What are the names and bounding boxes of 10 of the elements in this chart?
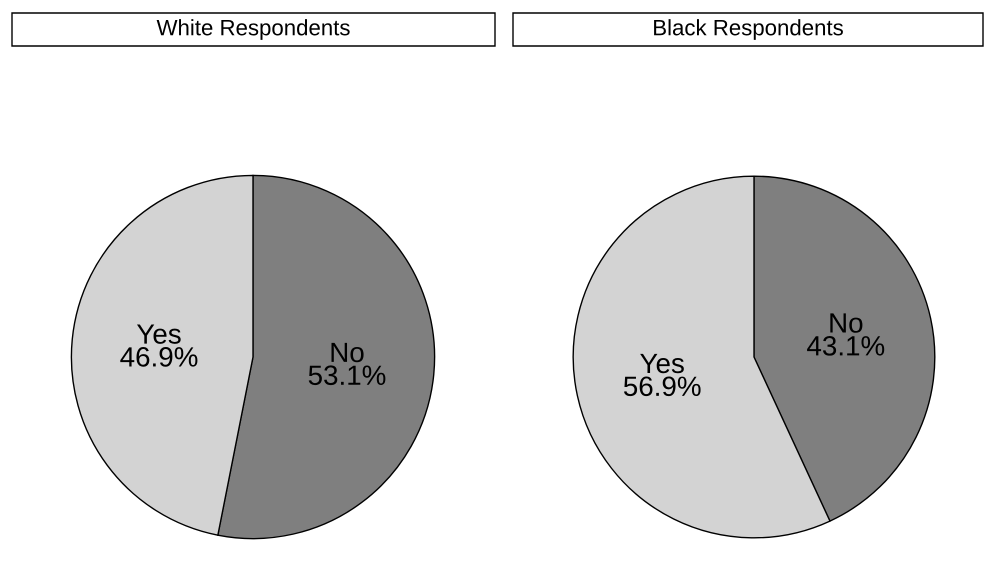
data-label: 43.1% [807, 336, 884, 356]
slice-label: No [830, 313, 862, 333]
chart-title: White Respondents [156, 19, 350, 40]
data-label: 56.9% [624, 376, 701, 396]
slice-label: Yes [640, 354, 684, 374]
data-label: 46.9% [120, 347, 198, 367]
data-label: 53.1% [308, 365, 386, 386]
chart-title: Black Respondents [654, 19, 843, 40]
slice-label: No [332, 342, 364, 362]
slice-label: Yes [136, 324, 181, 344]
